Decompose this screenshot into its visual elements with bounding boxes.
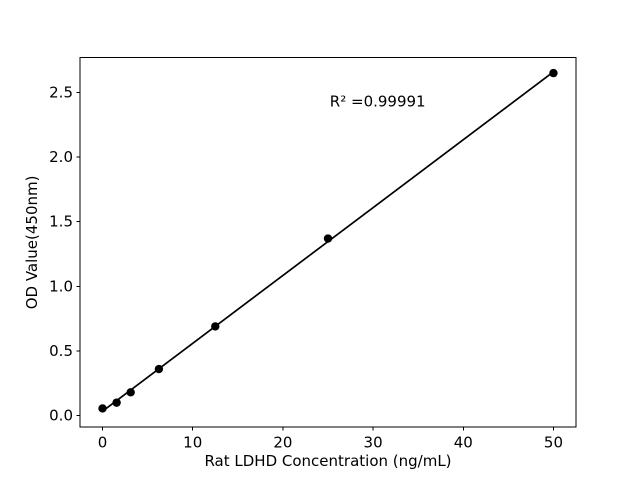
plot-border bbox=[79, 57, 577, 428]
r-squared-annotation: R² =0.99991 bbox=[330, 93, 426, 111]
y-tick-label: 1.0 bbox=[49, 277, 73, 295]
x-axis-label: Rat LDHD Concentration (ng/mL) bbox=[204, 452, 451, 470]
data-point bbox=[211, 322, 220, 331]
x-tick-label: 30 bbox=[364, 434, 383, 452]
data-point bbox=[126, 388, 135, 397]
y-axis-label: OD Value(450nm) bbox=[23, 176, 41, 310]
x-tick-label: 40 bbox=[454, 434, 473, 452]
x-tick-label: 20 bbox=[273, 434, 292, 452]
y-tick-label: 2.0 bbox=[49, 148, 73, 166]
data-point bbox=[98, 404, 107, 413]
x-tick-label: 0 bbox=[98, 434, 108, 452]
x-tick-label: 50 bbox=[544, 434, 563, 452]
data-point bbox=[112, 398, 121, 407]
y-tick-label: 2.5 bbox=[49, 83, 73, 101]
data-point bbox=[323, 234, 333, 243]
data-point bbox=[154, 364, 164, 374]
x-tick-label: 10 bbox=[183, 434, 202, 452]
y-tick-label: 0.5 bbox=[49, 342, 73, 360]
y-tick-label: 0.0 bbox=[49, 407, 73, 425]
data-point bbox=[549, 68, 558, 78]
y-tick-label: 1.5 bbox=[49, 213, 73, 231]
